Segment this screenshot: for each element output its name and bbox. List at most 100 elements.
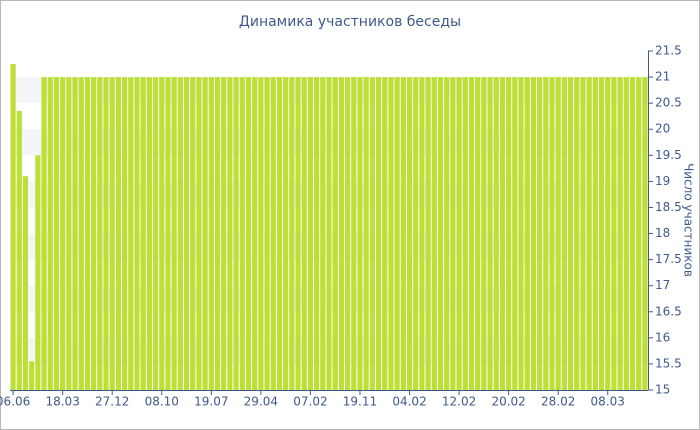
- bar: [301, 77, 307, 391]
- bar: [202, 77, 208, 391]
- bar: [115, 77, 121, 391]
- y-tick-label: 18: [655, 226, 670, 240]
- bar: [208, 77, 214, 391]
- bar: [252, 77, 258, 391]
- y-tick-label: 19.5: [655, 148, 682, 162]
- bar: [419, 77, 425, 391]
- bar: [431, 77, 437, 391]
- bar: [574, 77, 580, 391]
- y-tick-label: 17: [655, 278, 670, 292]
- bar: [537, 77, 543, 391]
- bar: [400, 77, 406, 391]
- bar: [611, 77, 617, 391]
- bar: [41, 77, 47, 391]
- bar: [103, 77, 109, 391]
- bar: [468, 77, 475, 391]
- bar: [29, 361, 35, 390]
- bar: [462, 77, 468, 391]
- bar: [72, 77, 78, 391]
- x-tick-label: 07.02: [293, 395, 327, 409]
- bar: [152, 77, 159, 391]
- bar: [289, 77, 295, 391]
- bar: [375, 77, 382, 391]
- bar: [481, 77, 487, 391]
- bar: [567, 77, 574, 391]
- bar: [388, 77, 394, 391]
- y-tick-label: 19: [655, 174, 670, 188]
- y-axis-title: Число участников: [682, 163, 696, 277]
- bar: [320, 77, 326, 391]
- bar: [283, 77, 289, 391]
- bar: [413, 77, 419, 391]
- bar: [146, 77, 152, 391]
- bar: [165, 77, 171, 391]
- bar: [580, 77, 586, 391]
- bar: [406, 77, 413, 391]
- bar: [60, 77, 66, 391]
- bar: [53, 77, 60, 391]
- y-tick-label: 16: [655, 330, 670, 344]
- bar: [617, 77, 623, 391]
- bar: [351, 77, 357, 391]
- bar: [270, 77, 276, 391]
- bar: [543, 77, 549, 391]
- bar: [214, 77, 221, 391]
- bar: [177, 77, 183, 391]
- bar: [314, 77, 320, 391]
- bar: [307, 77, 314, 391]
- x-tick-label: 27.12: [95, 395, 129, 409]
- bar: [512, 77, 518, 391]
- x-tick-label: 04.02: [392, 395, 426, 409]
- y-tick-label: 17.5: [655, 252, 682, 266]
- y-tick-label: 21.5: [655, 44, 682, 58]
- x-tick-label: 08.03: [591, 395, 625, 409]
- bar: [245, 77, 252, 391]
- bar: [518, 77, 524, 391]
- bar: [78, 77, 84, 391]
- bar: [623, 77, 629, 391]
- bar: [140, 77, 146, 391]
- bar: [425, 77, 431, 391]
- bar: [636, 77, 642, 391]
- bar: [394, 77, 400, 391]
- y-tick-label: 20.5: [655, 96, 682, 110]
- bar: [159, 77, 165, 391]
- bar: [357, 77, 363, 391]
- x-tick-label: 08.10: [145, 395, 179, 409]
- bar: [598, 77, 605, 391]
- bar: [22, 176, 29, 390]
- x-tick-label: 18.03: [45, 395, 79, 409]
- bar: [592, 77, 598, 391]
- bar: [196, 77, 202, 391]
- bar: [456, 77, 462, 391]
- bar: [128, 77, 134, 391]
- bar: [264, 77, 270, 391]
- bar: [183, 77, 190, 391]
- bar: [530, 77, 537, 391]
- bar: [586, 77, 592, 391]
- y-tick-label: 15.5: [655, 356, 682, 370]
- y-tick-label: 20: [655, 122, 670, 136]
- bar: [642, 77, 648, 391]
- bar: [549, 77, 555, 391]
- bar: [276, 77, 283, 391]
- bar: [258, 77, 264, 391]
- bar: [47, 77, 53, 391]
- x-tick-label: 19.11: [343, 395, 377, 409]
- y-tick-label: 16.5: [655, 304, 682, 318]
- bar: [16, 110, 22, 390]
- bar: [332, 77, 338, 391]
- x-tick-label: 06.06: [0, 395, 30, 409]
- bar: [233, 77, 239, 391]
- bar: [326, 77, 332, 391]
- bar: [295, 77, 301, 391]
- x-tick-label: 19.07: [194, 395, 228, 409]
- bar: [561, 77, 567, 391]
- bar: [369, 77, 375, 391]
- bar: [605, 77, 611, 391]
- bar: [10, 64, 16, 391]
- bar: [487, 77, 493, 391]
- y-tick-label: 18.5: [655, 200, 682, 214]
- bar: [239, 77, 245, 391]
